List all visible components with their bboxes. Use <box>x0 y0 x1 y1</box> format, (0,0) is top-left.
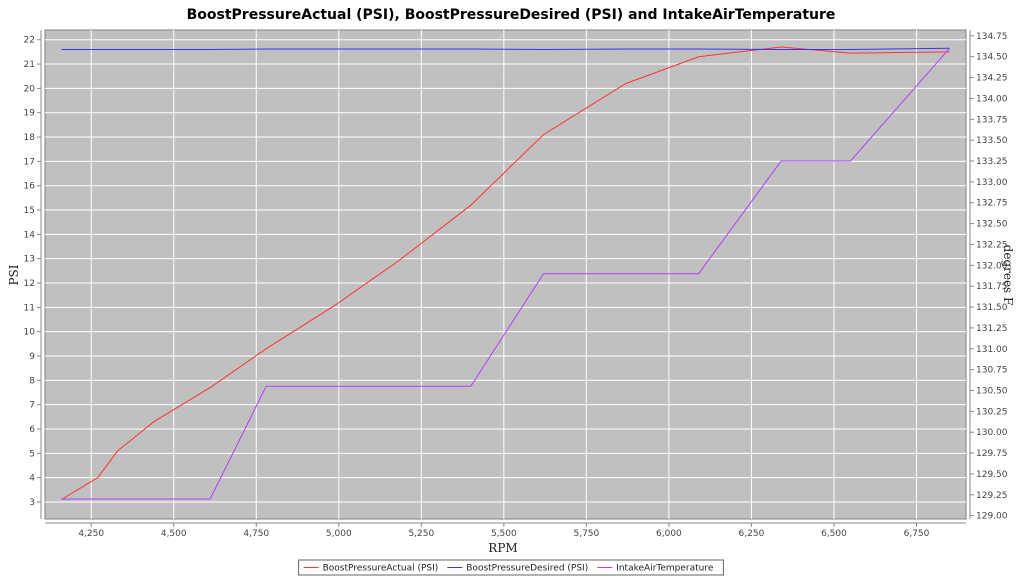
legend-label-3: IntakeAirTemperature <box>616 564 714 574</box>
y2-tick-label: 134.75 <box>976 32 1008 42</box>
y-tick-label: 9 <box>29 352 35 362</box>
y-tick-label: 20 <box>24 84 36 94</box>
y2-tick-label: 131.00 <box>976 345 1008 355</box>
x-tick-label: 4,500 <box>161 529 187 539</box>
y-tick-label: 5 <box>29 449 35 459</box>
y-tick-label: 21 <box>24 60 35 70</box>
y2-tick-label: 133.00 <box>976 178 1008 188</box>
y-tick-label: 14 <box>24 230 36 240</box>
y-tick-label: 19 <box>24 109 36 119</box>
x-tick-label: 6,000 <box>656 529 682 539</box>
legend-box <box>298 559 724 576</box>
y2-tick-label: 130.25 <box>976 407 1008 417</box>
x-tick-label: 5,750 <box>573 529 599 539</box>
y2-tick-label: 133.75 <box>976 115 1008 125</box>
x-tick-label: 4,250 <box>78 529 104 539</box>
gridlines <box>45 30 966 519</box>
y2-tick-label: 134.00 <box>976 94 1008 104</box>
y2-tick-label: 129.50 <box>976 470 1008 480</box>
y-tick-label: 10 <box>24 328 36 338</box>
y2-tick-label: 131.50 <box>976 303 1008 313</box>
y-axis-title: PSI <box>7 264 21 285</box>
y-tick-label: 17 <box>24 157 35 167</box>
y2-tick-label: 132.75 <box>976 199 1008 209</box>
y-tick-label: 3 <box>29 498 35 508</box>
y-tick-label: 22 <box>24 36 35 46</box>
y2-tick-label: 130.00 <box>976 428 1008 438</box>
x-tick-label: 4,750 <box>243 529 269 539</box>
y-tick-label: 16 <box>24 182 36 192</box>
y2-tick-label: 133.25 <box>976 157 1008 167</box>
y-tick-label: 4 <box>29 474 35 484</box>
chart-title: BoostPressureActual (PSI), BoostPressure… <box>187 7 836 23</box>
y-tick-label: 13 <box>24 255 35 265</box>
y-tick-label: 18 <box>24 133 36 143</box>
y-tick-label: 7 <box>29 401 35 411</box>
y-axis-right: 129.00 129.25 129.50 129.75 130.00 130.25 130.… <box>969 30 1008 522</box>
y2-tick-label: 129.00 <box>976 512 1008 522</box>
series-line-3 <box>61 48 950 500</box>
y2-tick-label: 131.25 <box>976 324 1008 334</box>
y-tick-label: 11 <box>24 303 35 313</box>
y2-tick-label: 129.25 <box>976 491 1008 501</box>
x-tick-label: 6,750 <box>904 529 930 539</box>
y2-tick-label: 133.50 <box>976 136 1008 146</box>
y2-tick-label: 132.00 <box>976 261 1008 271</box>
y2-axis-title: degrees F <box>1001 245 1015 306</box>
legend-label-2: BoostPressureDesired (PSI) <box>466 564 588 574</box>
y-tick-label: 6 <box>29 425 35 435</box>
y2-tick-label: 134.50 <box>976 53 1008 63</box>
y2-tick-label: 132.25 <box>976 240 1008 250</box>
series-line-2 <box>61 47 950 51</box>
y2-tick-label: 129.75 <box>976 449 1008 459</box>
y-tick-label: 15 <box>24 206 35 216</box>
y2-tick-label: 134.25 <box>976 74 1008 84</box>
x-tick-label: 5,250 <box>408 529 434 539</box>
x-tick-label: 6,500 <box>821 529 847 539</box>
series-lines <box>61 46 950 500</box>
y2-tick-label: 131.75 <box>976 282 1008 292</box>
x-tick-label: 5,000 <box>326 529 352 539</box>
legend: BoostPressureActual (PSI) BoostPressureDe… <box>298 559 724 576</box>
x-axis: 4,250 4,500 4,750 5,000 5,250 5,500 5,750 6,000… <box>45 522 966 539</box>
series-line-1 <box>61 46 950 500</box>
y2-tick-label: 130.50 <box>976 386 1008 396</box>
y-tick-label: 12 <box>24 279 35 289</box>
x-tick-label: 6,250 <box>739 529 765 539</box>
plot-area <box>44 29 967 520</box>
x-axis-title: RPM <box>488 541 517 555</box>
y-tick-label: 8 <box>29 376 35 386</box>
legend-label-1: BoostPressureActual (PSI) <box>323 564 439 574</box>
y2-tick-label: 130.75 <box>976 366 1008 376</box>
y-axis-left: 3 4 5 6 7 8 9 10 11 12 13 14 15 16 17 18 19 20 21 22 <box>24 30 42 519</box>
y2-tick-label: 132.50 <box>976 220 1008 230</box>
x-tick-label: 5,500 <box>491 529 517 539</box>
